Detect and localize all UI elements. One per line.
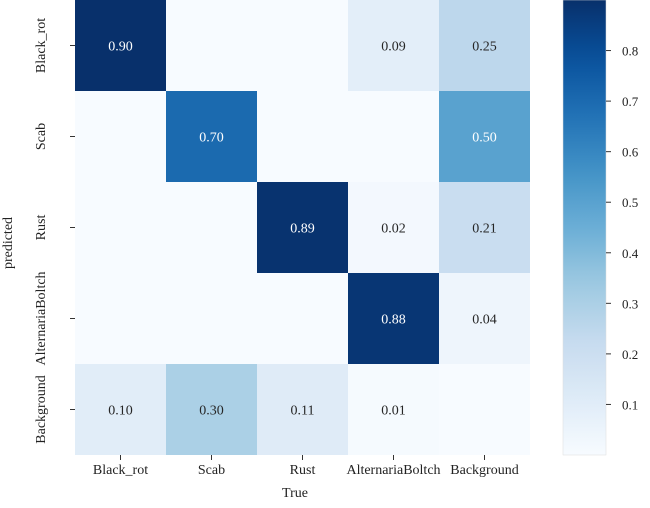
cell-value-label: 0.90 <box>108 40 133 55</box>
cell-value-label: 0.50 <box>472 131 497 146</box>
y-tick-label: AlternariaBoltch <box>34 271 49 365</box>
heatmap-cell <box>166 182 257 273</box>
cell-value-label: 0.21 <box>472 222 497 237</box>
cell-value-label: 0.89 <box>290 222 315 237</box>
heatmap-cell <box>348 91 439 182</box>
cell-value-label: 0.09 <box>381 40 406 55</box>
colorbar-ticks: 0.1 0.2 0.3 0.4 0.5 0.6 0.7 0.8 <box>606 44 639 412</box>
heatmap-cell <box>439 91 530 182</box>
cell-value-label: 0.10 <box>108 404 133 419</box>
colorbar-tick-label: 0.1 <box>622 397 638 412</box>
heatmap-cell <box>257 182 348 273</box>
colorbar-tick-label: 0.3 <box>622 296 638 311</box>
heatmap-cell <box>439 273 530 364</box>
y-tick-label: Black_rot <box>34 18 49 73</box>
colorbar-tick-label: 0.4 <box>622 246 639 261</box>
heatmap-cells <box>75 0 530 455</box>
colorbar-tick-label: 0.8 <box>622 44 638 59</box>
heatmap-cell <box>348 273 439 364</box>
cell-value-label: 0.30 <box>199 404 224 419</box>
heatmap-cell <box>439 364 530 455</box>
y-axis-label: predicted <box>1 217 16 269</box>
heatmap-cell <box>166 273 257 364</box>
heatmap-cell <box>439 0 530 91</box>
cell-value-label: 0.11 <box>291 404 315 419</box>
x-tick-label: Rust <box>290 463 316 478</box>
x-tick-label: Scab <box>198 463 225 478</box>
cell-value-label: 0.04 <box>472 313 497 328</box>
colorbar-tick-label: 0.6 <box>622 145 639 160</box>
y-tick-label: Rust <box>34 215 49 241</box>
colorbar-tick-label: 0.5 <box>622 195 638 210</box>
heatmap-cell <box>166 0 257 91</box>
heatmap-cell <box>75 0 166 91</box>
heatmap-cell <box>348 364 439 455</box>
colorbar <box>562 0 607 456</box>
heatmap-cell-labels: 0.90 0.09 0.25 0.70 0.50 0.89 0.02 0.21 0.88 0.04… <box>108 40 497 419</box>
cell-value-label: 0.70 <box>199 131 224 146</box>
heatmap-cell <box>75 182 166 273</box>
x-tick-label: Black_rot <box>93 463 148 478</box>
cell-value-label: 0.88 <box>381 313 406 328</box>
heatmap-cell <box>75 91 166 182</box>
x-tick-label: AlternariaBoltch <box>346 463 440 478</box>
heatmap-cell <box>439 182 530 273</box>
heatmap-cell <box>257 91 348 182</box>
heatmap-cell <box>166 91 257 182</box>
x-tick-label: Background <box>450 463 518 478</box>
colorbar-tick-label: 0.2 <box>622 347 638 362</box>
y-axis-ticks: Black_rot Scab Rust AlternariaBoltch Backgro… <box>34 18 75 444</box>
cell-value-label: 0.02 <box>381 222 406 237</box>
heatmap-cell <box>166 364 257 455</box>
x-axis-ticks: Black_rot Scab Rust AlternariaBoltch Backgro… <box>93 455 519 478</box>
heatmap-cell <box>257 364 348 455</box>
colorbar-tick-label: 0.7 <box>622 94 639 109</box>
heatmap-cell <box>257 273 348 364</box>
cell-value-label: 0.25 <box>472 40 497 55</box>
heatmap-cell <box>75 364 166 455</box>
heatmap-cell <box>348 0 439 91</box>
y-tick-label: Scab <box>34 123 49 150</box>
x-axis-label: True <box>282 486 308 501</box>
heatmap-cell <box>75 273 166 364</box>
heatmap-cell <box>348 182 439 273</box>
cell-value-label: 0.01 <box>381 404 406 419</box>
y-tick-label: Background <box>34 375 49 443</box>
heatmap-cell <box>257 0 348 91</box>
